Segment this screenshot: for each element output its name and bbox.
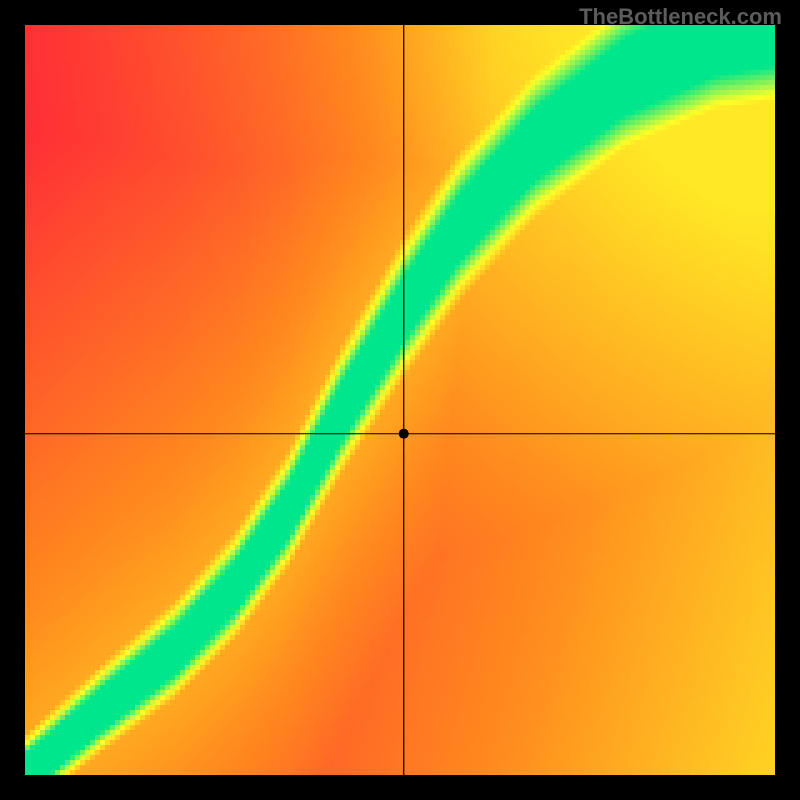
heatmap-canvas (0, 0, 800, 800)
chart-container: TheBottleneck.com (0, 0, 800, 800)
watermark-text: TheBottleneck.com (579, 4, 782, 30)
